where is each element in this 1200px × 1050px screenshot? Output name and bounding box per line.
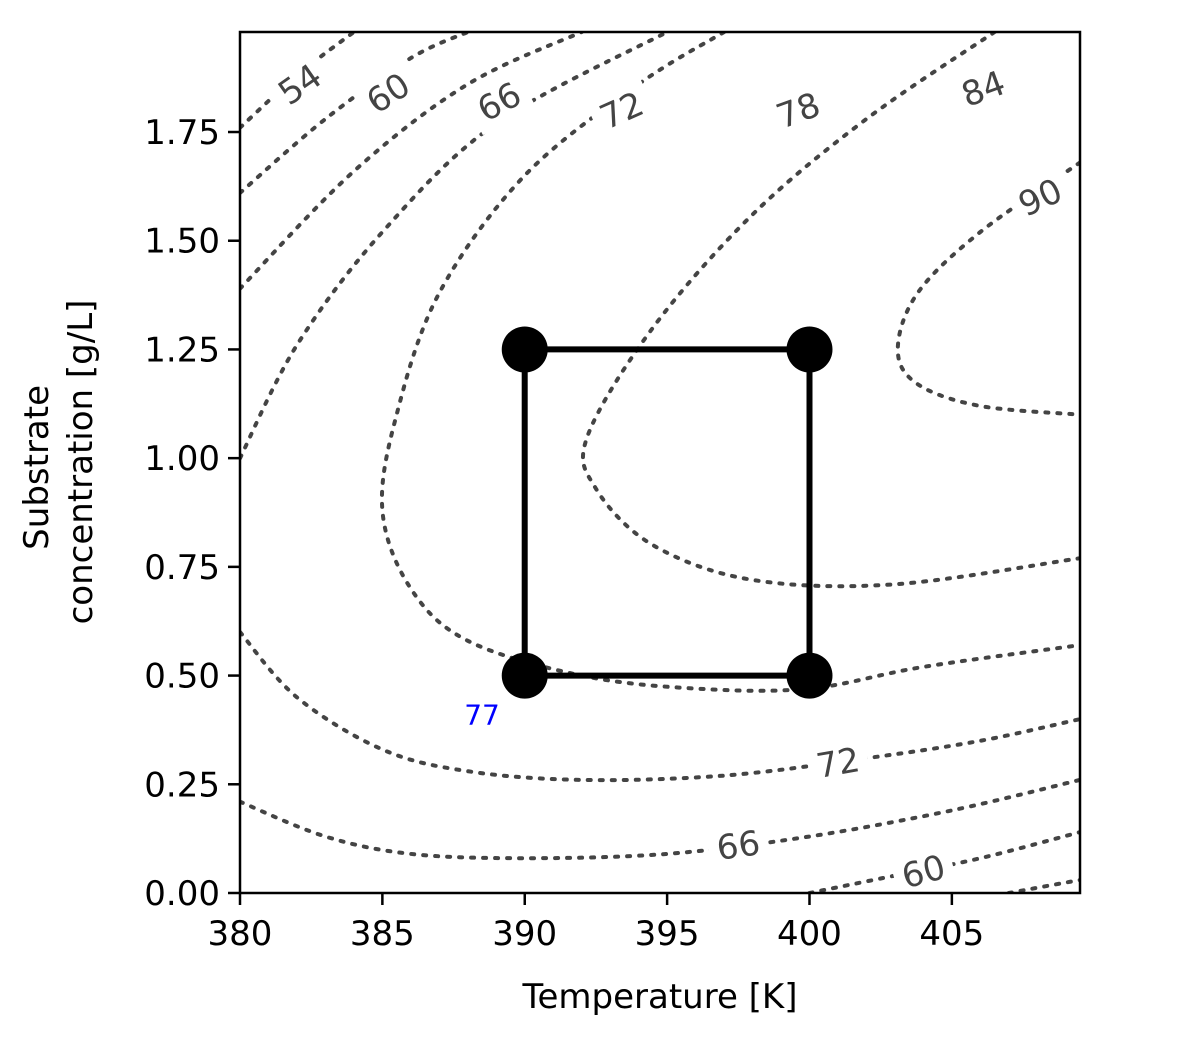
y-tick-label: 1.75 xyxy=(144,113,220,153)
point-annotations: 77 xyxy=(464,699,500,732)
y-axis-ticks: 0.00 0.25 0.50 0.75 1.00 1.25 1.50 1.75 xyxy=(144,113,240,914)
contour-label-background xyxy=(462,68,536,136)
contour-line-90 xyxy=(895,160,1080,417)
contour-label-background xyxy=(888,842,959,901)
contour-label: 72 xyxy=(813,740,863,787)
contour-line-54 xyxy=(240,32,356,130)
x-tick-label: 385 xyxy=(350,914,415,954)
x-tick-label: 395 xyxy=(635,914,700,954)
design-point xyxy=(786,652,833,699)
contour-label: 66 xyxy=(714,823,762,869)
contour-label-background xyxy=(585,77,658,143)
design-point xyxy=(786,326,833,373)
contour-line-78 xyxy=(379,32,1080,693)
y-tick-label: 0.50 xyxy=(144,657,220,697)
y-axis-label: Substrate concentration [g/L] xyxy=(17,300,101,625)
y-tick-label: 0.00 xyxy=(144,874,220,914)
y-tick-label: 0.75 xyxy=(144,548,220,588)
y-tick-label: 1.00 xyxy=(144,439,220,479)
y-axis-label-line-1: Substrate xyxy=(17,385,57,550)
contour-line-72 xyxy=(240,630,1080,783)
contour-label-background xyxy=(762,79,834,142)
contour-label-background xyxy=(804,735,872,790)
design-points xyxy=(501,326,833,699)
contour-line-84 xyxy=(581,32,1080,589)
design-point xyxy=(501,326,548,373)
contour-label-background xyxy=(947,57,1019,120)
contour-label-background xyxy=(350,58,426,128)
x-axis-label: Temperature [K] xyxy=(521,977,797,1017)
y-tick-label: 1.25 xyxy=(144,330,220,370)
y-tick-label: 0.25 xyxy=(144,765,220,805)
contour-label-background xyxy=(1003,164,1077,230)
y-tick-label: 1.50 xyxy=(144,222,220,262)
x-tick-label: 400 xyxy=(777,914,842,954)
contour-label-background xyxy=(705,819,772,872)
x-tick-label: 405 xyxy=(919,914,984,954)
x-axis-ticks: 380 385 390 395 400 405 xyxy=(208,893,984,954)
y-axis-label-line-2: concentration [g/L] xyxy=(61,300,101,625)
plot-frame xyxy=(238,30,1082,895)
x-tick-label: 390 xyxy=(492,914,557,954)
contour-line-66 xyxy=(240,32,584,291)
point-annotation-label: 77 xyxy=(464,699,500,732)
contour-label-background xyxy=(262,48,337,120)
contour-line-72 xyxy=(240,32,670,461)
design-point xyxy=(501,652,548,699)
contour-lines xyxy=(240,32,1080,893)
contour-line-66 xyxy=(240,777,1080,861)
x-tick-label: 380 xyxy=(208,914,273,954)
